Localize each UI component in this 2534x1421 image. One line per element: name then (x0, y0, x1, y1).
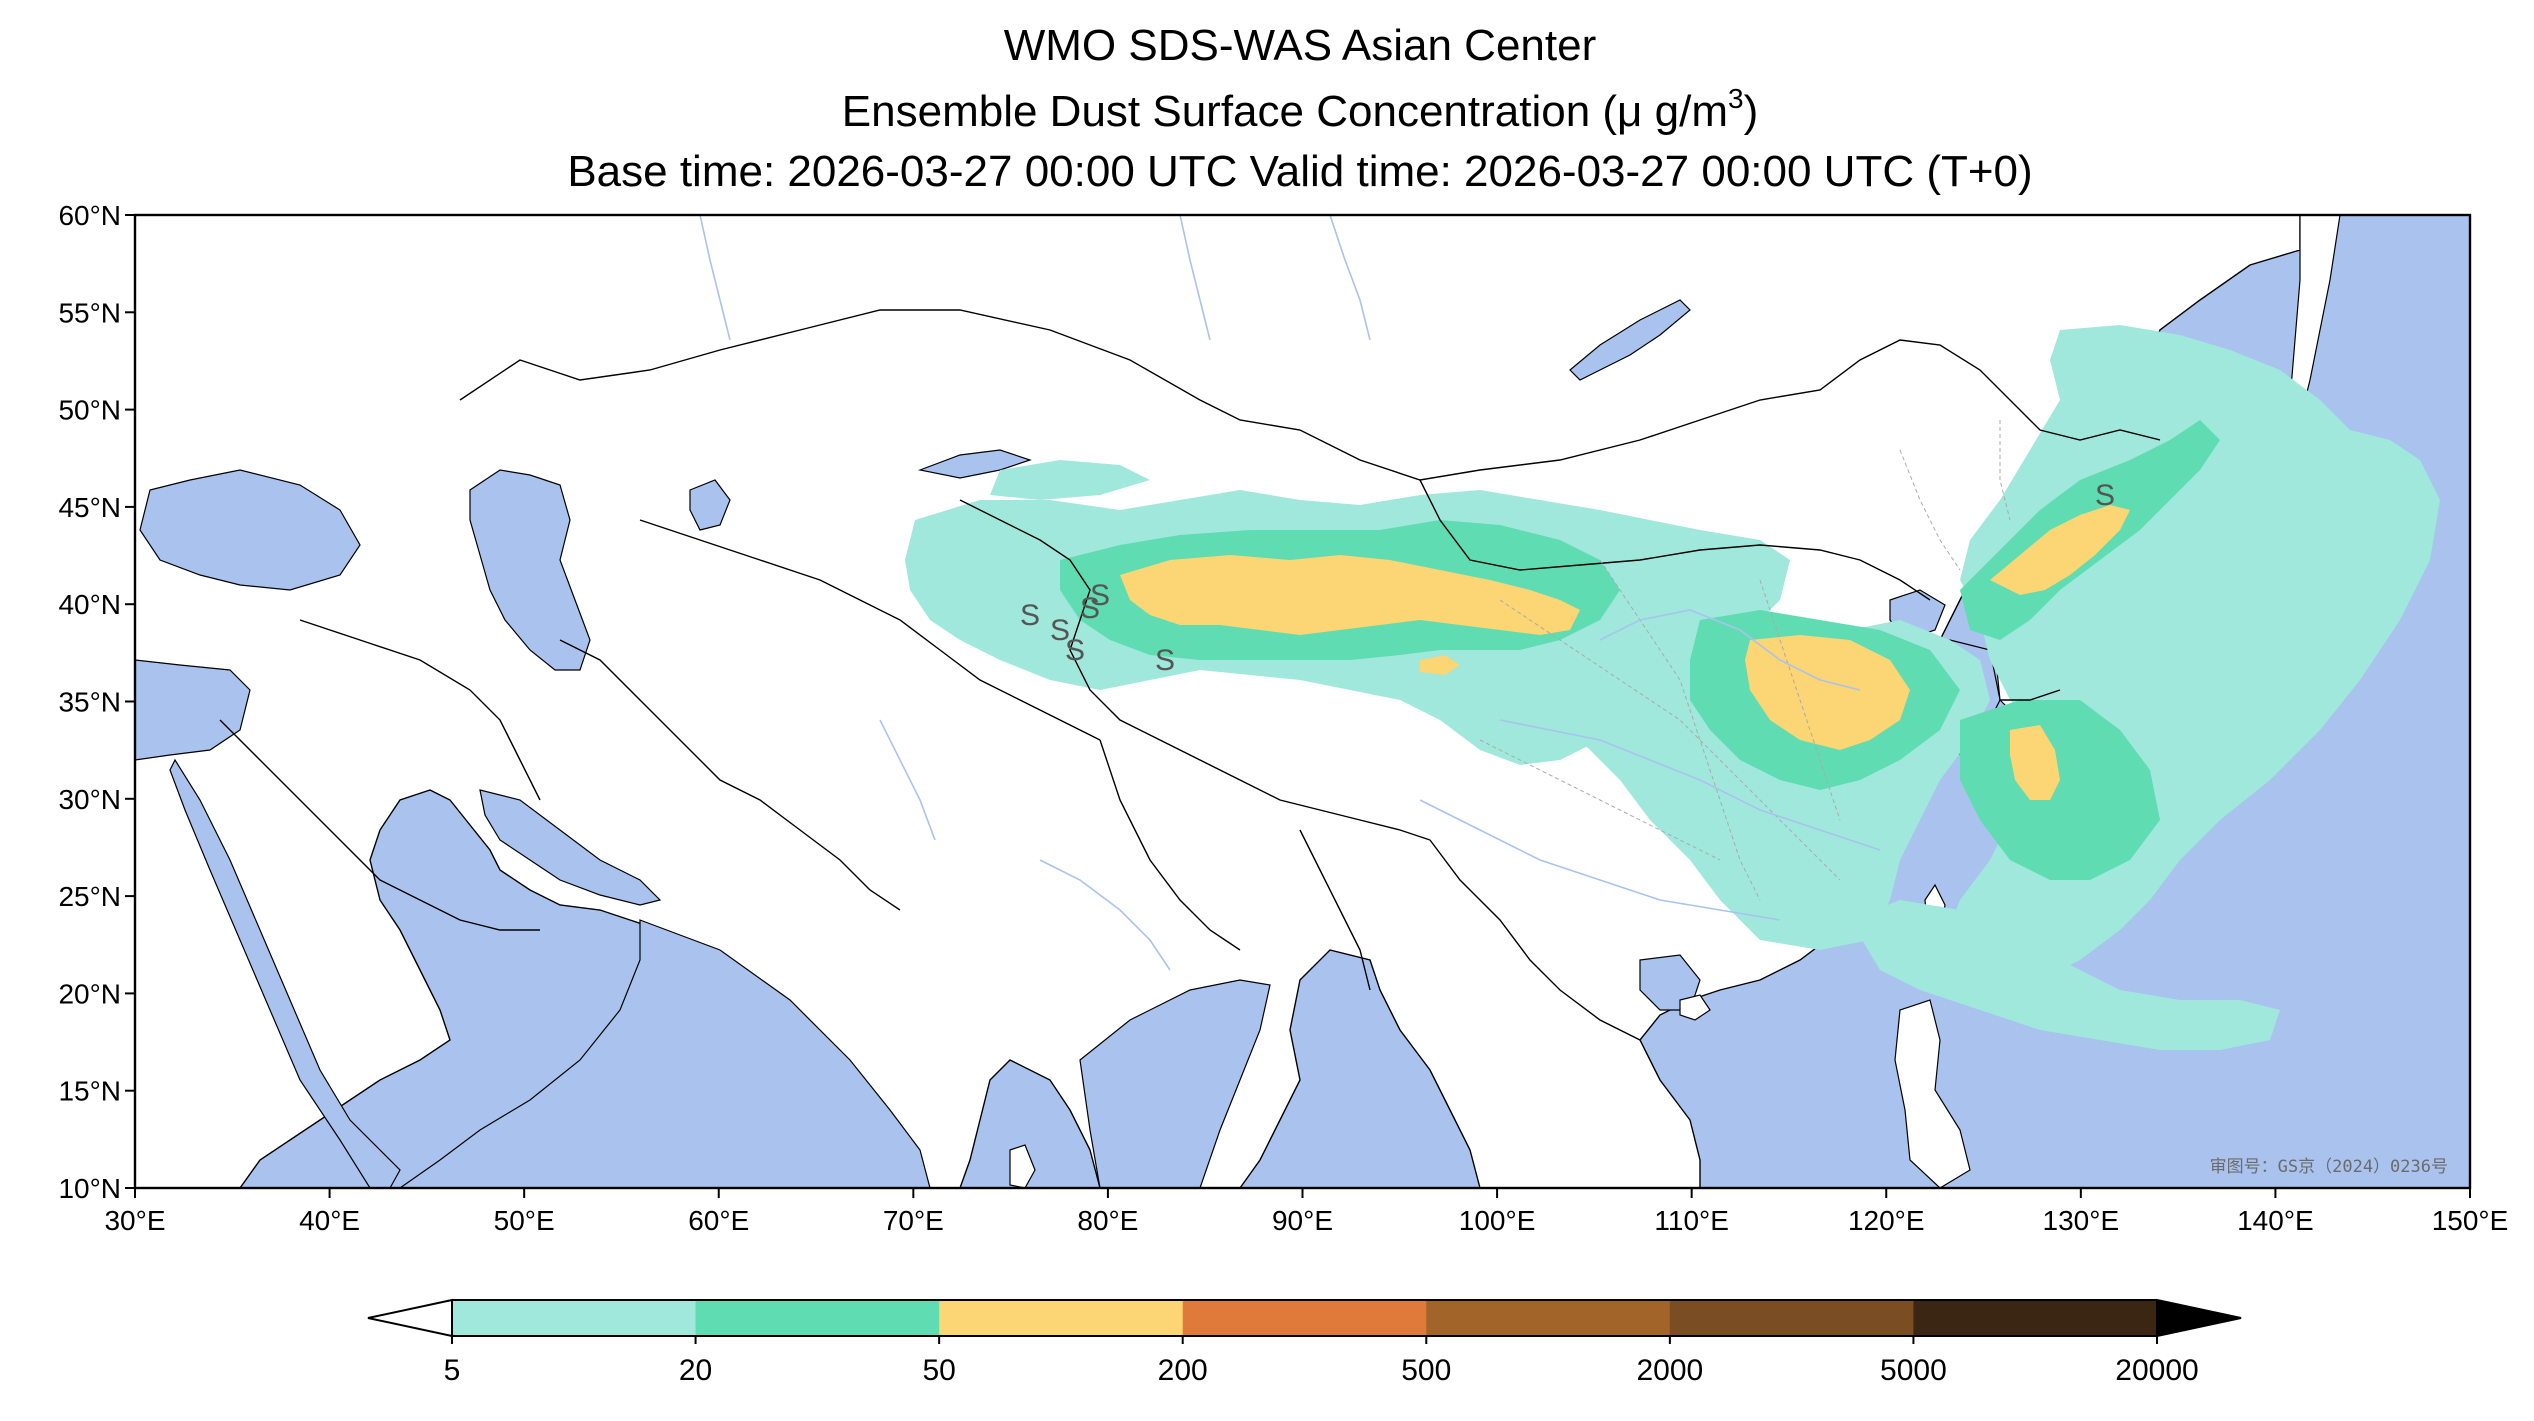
lon-tick-label: 110°E (1654, 1205, 1729, 1236)
map-area: S S S S S S S 审图号：GS京（2024）0236号 (135, 215, 2470, 1188)
mediterranean-sea (135, 659, 251, 761)
lon-tick-label: 80°E (1077, 1205, 1138, 1236)
lat-tick-label: 25°N (58, 881, 121, 912)
lat-tick-label: 50°N (58, 395, 121, 426)
lon-tick-label: 150°E (2432, 1205, 2509, 1236)
land-sri-lanka (1009, 1144, 1036, 1188)
title-variable: Ensemble Dust Surface Concentration ( (841, 87, 1618, 136)
caspian-sea (469, 469, 591, 671)
source-marker: S (2095, 479, 2115, 512)
source-marker: S (1155, 644, 1175, 677)
country-borders (219, 309, 2161, 1041)
dust-50-200-northeast (1990, 505, 2130, 595)
colorbar-extend-max (2156, 1298, 2242, 1338)
colorbar-tick-label: 50 (922, 1354, 955, 1387)
colorbar-segment (1426, 1300, 1671, 1336)
rivers (699, 215, 1881, 971)
aral-sea (689, 479, 731, 531)
lon-tick-label: 100°E (1459, 1205, 1536, 1236)
title-unit-exponent: 3 (1727, 83, 1744, 114)
lake-balkhash (917, 449, 1032, 479)
source-marker: S (1065, 634, 1085, 667)
lon-tick-label: 90°E (1272, 1205, 1333, 1236)
dust-5-20-east-sea (1850, 900, 2280, 1050)
lat-tick-label: 45°N (58, 492, 121, 523)
source-marker: S (1090, 579, 1110, 612)
lat-tick-label: 15°N (58, 1076, 121, 1107)
lon-tick-label: 140°E (2237, 1205, 2314, 1236)
dust-50-200-east-sea (2010, 725, 2060, 800)
lon-tick-label: 130°E (2043, 1205, 2120, 1236)
dust-source-markers: S S S S S S S (1020, 479, 2115, 677)
dust-5-20-northwest-strip (990, 460, 1150, 500)
arabian-sea (398, 919, 931, 1188)
lat-tick-label: 60°N (58, 200, 121, 231)
colorbar-tick-label: 5 (444, 1354, 461, 1387)
colorbar-segment (452, 1300, 697, 1336)
colorbar-tick-label: 20 (679, 1354, 712, 1387)
lat-tick-label: 30°N (58, 784, 121, 815)
colorbar-tick-label: 20000 (2115, 1354, 2198, 1387)
colorbar-segment (1669, 1300, 1914, 1336)
title-line-3: Base time: 2026-03-27 00:00 UTC Valid ti… (0, 146, 2534, 198)
source-marker: S (1080, 592, 1100, 625)
red-sea (169, 758, 401, 1188)
lon-tick-label: 120°E (1848, 1205, 1925, 1236)
dust-50-200-small (1420, 655, 1460, 675)
lat-tick-label: 40°N (58, 589, 121, 620)
title-line-1: WMO SDS-WAS Asian Center (0, 20, 2534, 72)
colorbar-segment (1182, 1300, 1427, 1336)
land-hainan (1679, 994, 1711, 1021)
lon-tick-label: 70°E (883, 1205, 944, 1236)
colorbar: 5 20 50 200 500 2000 5000 20000 (367, 1298, 2242, 1387)
longitude-axis: 30°E 40°E 50°E 60°E 70°E 80°E 90°E 100°E 110°E 12… (104, 1188, 2508, 1236)
lat-tick-label: 20°N (58, 978, 121, 1009)
title-time: Base time: 2026-03-27 00:00 UTC Valid ti… (567, 147, 2033, 196)
black-sea (139, 469, 361, 591)
source-marker: S (1020, 599, 1040, 632)
colorbar-tick-label: 5000 (1880, 1354, 1947, 1387)
lat-tick-label: 10°N (58, 1173, 121, 1204)
colorbar-segment (695, 1300, 940, 1336)
lat-tick-label: 55°N (58, 297, 121, 328)
colorbar-tick-label: 200 (1158, 1354, 1208, 1387)
lat-tick-label: 35°N (58, 687, 121, 718)
persian-gulf (479, 789, 662, 906)
colorbar-frame (452, 1299, 2157, 1337)
lake-baikal (1569, 299, 1691, 381)
approval-number: 审图号：GS京（2024）0236号 (2210, 1157, 2448, 1177)
title-paren: ) (1743, 87, 1759, 136)
lon-tick-label: 30°E (104, 1205, 165, 1236)
title-unit: μ g/m (1617, 87, 1728, 136)
colorbar-tick-label: 2000 (1636, 1354, 1703, 1387)
bay-of-bengal (1079, 979, 1271, 1188)
latitude-axis: 60°N 55°N 50°N 45°N 40°N 35°N 30°N 25°N 20°N 15°N… (58, 200, 135, 1204)
colorbar-extend-min (367, 1298, 453, 1338)
colorbar-tick-label: 500 (1401, 1354, 1451, 1387)
land-philippines (1894, 999, 1971, 1188)
dust-50-200-taklimakan (1120, 555, 1580, 635)
colorbar-segment (939, 1300, 1184, 1336)
dust-contours (905, 325, 2440, 1050)
lon-tick-label: 50°E (494, 1205, 555, 1236)
lon-tick-label: 40°E (299, 1205, 360, 1236)
colorbar-segment (1913, 1300, 2158, 1336)
source-marker: S (1050, 614, 1070, 647)
title-text: WMO SDS-WAS Asian Center (1003, 21, 1597, 70)
title-line-2: Ensemble Dust Surface Concentration (μ g… (0, 83, 2534, 138)
lon-tick-label: 60°E (688, 1205, 749, 1236)
